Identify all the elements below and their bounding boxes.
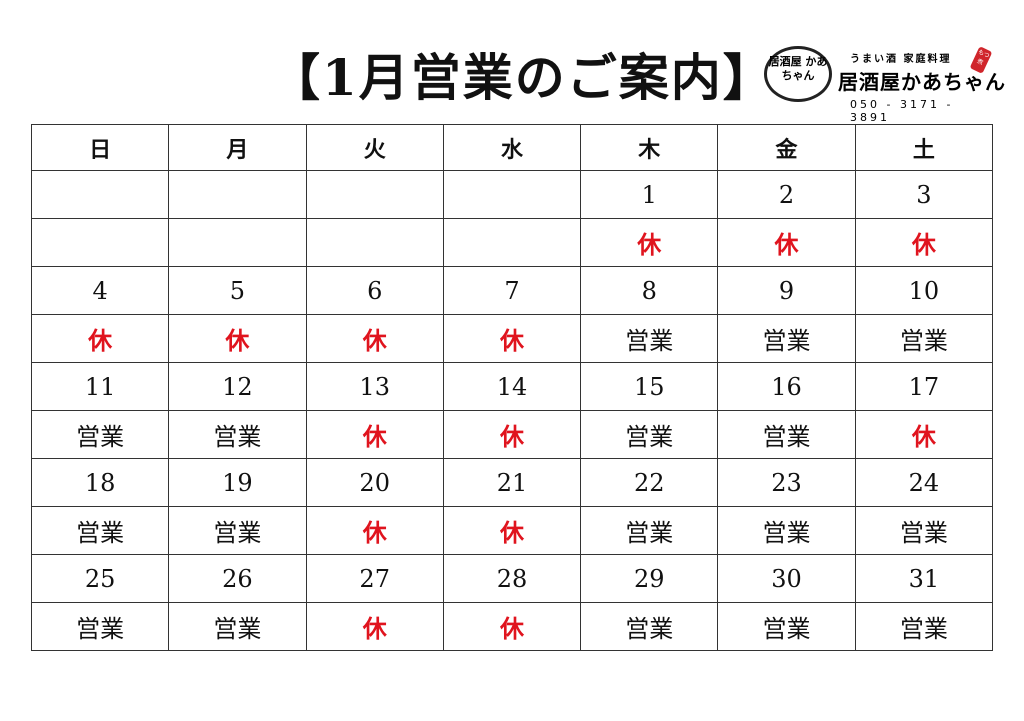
status-open: 営業 <box>717 506 856 555</box>
day-number <box>305 170 444 219</box>
day-number: 15 <box>580 362 719 411</box>
status-closed: 休 <box>168 314 307 363</box>
status-closed: 休 <box>442 410 582 459</box>
day-number: 7 <box>442 266 582 315</box>
status-closed: 休 <box>442 602 582 651</box>
status-row: 営業 営業休休営業 営業 営業 <box>30 506 994 555</box>
status-empty <box>30 218 170 267</box>
status-closed: 休 <box>717 218 856 267</box>
status-open: 営業 <box>717 314 856 363</box>
day-number <box>168 170 307 219</box>
status-open: 営業 <box>580 314 719 363</box>
day-number: 19 <box>168 458 307 507</box>
status-row: 休休休 <box>30 218 994 267</box>
status-closed: 休 <box>305 314 444 363</box>
status-row: 営業 営業休休営業 営業 営業 <box>30 602 994 651</box>
day-number: 10 <box>854 266 994 315</box>
day-number: 11 <box>30 362 170 411</box>
status-empty <box>442 218 582 267</box>
day-number: 20 <box>305 458 444 507</box>
status-row: 営業 営業休休営業 営業休 <box>30 410 994 459</box>
status-row: 休休休休営業 営業 営業 <box>30 314 994 363</box>
status-closed: 休 <box>442 314 582 363</box>
day-number: 22 <box>580 458 719 507</box>
day-number: 14 <box>442 362 582 411</box>
date-row: 18 19 20 21 22 23 24 <box>30 458 994 507</box>
day-number: 25 <box>30 554 170 603</box>
status-open: 営業 <box>854 602 994 651</box>
status-open: 営業 <box>30 410 170 459</box>
status-open: 営業 <box>30 602 170 651</box>
date-row: 4 5 6 7 8 9 10 <box>30 266 994 315</box>
status-open: 営業 <box>580 410 719 459</box>
status-closed: 休 <box>305 410 444 459</box>
weekday-header: 火 <box>305 124 444 171</box>
status-open: 営業 <box>168 410 307 459</box>
day-number: 18 <box>30 458 170 507</box>
day-number: 23 <box>717 458 856 507</box>
day-number: 29 <box>580 554 719 603</box>
day-number: 27 <box>305 554 444 603</box>
day-number: 16 <box>717 362 856 411</box>
logo-tagline: うまい酒 家庭料理 <box>850 54 952 65</box>
day-number: 30 <box>717 554 856 603</box>
shop-phone: 050 - 3171 - 3891 <box>850 98 954 124</box>
status-open: 営業 <box>168 602 307 651</box>
status-closed: 休 <box>305 506 444 555</box>
shop-logo: 居酒屋 かあちゃん うまい酒 家庭料理 居酒屋かあちゃん 050 - 3171 … <box>762 44 1005 124</box>
day-number: 17 <box>854 362 994 411</box>
logo-emblem: 居酒屋 かあちゃん <box>764 46 832 102</box>
day-number <box>442 170 582 219</box>
status-closed: 休 <box>30 314 170 363</box>
weekday-header: 日 <box>30 124 170 171</box>
calendar-table: 日月火水木金土 1 2 3 休休休 4 5 6 7 8 9 10 休休休休営業 営業 営業 11 12 13 14… <box>30 124 994 651</box>
day-number: 4 <box>30 266 170 315</box>
weekday-header: 月 <box>168 124 307 171</box>
status-closed: 休 <box>580 218 719 267</box>
day-number: 8 <box>580 266 719 315</box>
day-number: 26 <box>168 554 307 603</box>
date-row: 25 26 27 28 29 30 31 <box>30 554 994 603</box>
status-empty <box>305 218 444 267</box>
shop-name: 居酒屋かあちゃん <box>838 70 1006 94</box>
weekday-header: 土 <box>854 124 994 171</box>
status-open: 営業 <box>854 314 994 363</box>
status-open: 営業 <box>580 602 719 651</box>
status-closed: 休 <box>442 506 582 555</box>
day-number: 6 <box>305 266 444 315</box>
status-closed: 休 <box>305 602 444 651</box>
day-number: 28 <box>442 554 582 603</box>
status-open: 営業 <box>30 506 170 555</box>
day-number: 24 <box>854 458 994 507</box>
status-open: 営業 <box>580 506 719 555</box>
weekday-header: 木 <box>580 124 719 171</box>
status-empty <box>168 218 307 267</box>
status-open: 営業 <box>717 410 856 459</box>
day-number: 21 <box>442 458 582 507</box>
day-number <box>30 170 170 219</box>
day-number: 13 <box>305 362 444 411</box>
weekday-header-row: 日月火水木金土 <box>30 124 994 171</box>
status-open: 営業 <box>854 506 994 555</box>
page-title: 【1月営業のご案内】 <box>270 48 775 107</box>
day-number: 3 <box>854 170 994 219</box>
status-open: 営業 <box>168 506 307 555</box>
status-open: 営業 <box>717 602 856 651</box>
status-closed: 休 <box>854 218 994 267</box>
day-number: 12 <box>168 362 307 411</box>
day-number: 2 <box>717 170 856 219</box>
weekday-header: 金 <box>717 124 856 171</box>
day-number: 9 <box>717 266 856 315</box>
status-closed: 休 <box>854 410 994 459</box>
day-number: 31 <box>854 554 994 603</box>
day-number: 5 <box>168 266 307 315</box>
day-number: 1 <box>580 170 719 219</box>
date-row: 11 12 13 14 15 16 17 <box>30 362 994 411</box>
weekday-header: 水 <box>442 124 582 171</box>
